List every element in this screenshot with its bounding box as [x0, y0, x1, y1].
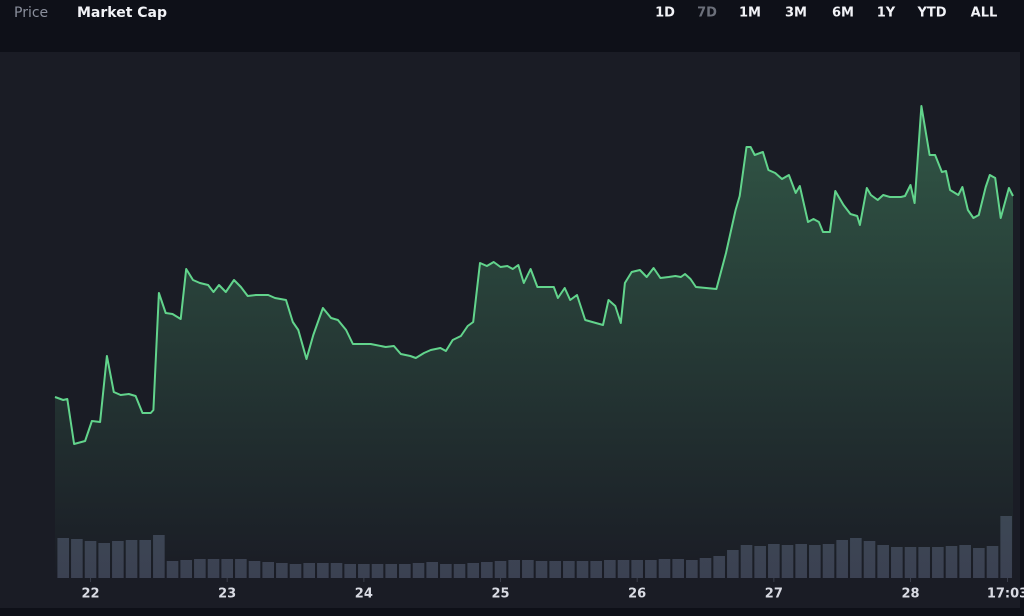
tab[interactable]: Market Cap [77, 5, 167, 21]
plot: 22 23 24 25 26 27 28 17:03 [54, 105, 1024, 602]
price-line [54, 105, 1014, 445]
x-tick-label: 28 [901, 587, 919, 602]
range-button[interactable]: 1Y [877, 6, 896, 21]
range-button[interactable]: 1D [655, 6, 675, 21]
x-tick-label: 25 [491, 587, 509, 602]
range-button[interactable]: ALL [971, 6, 998, 21]
range-button[interactable]: 6M [832, 6, 854, 21]
x-tick-label: 27 [765, 587, 783, 602]
range-selector: 1D 7D 1M 3M 6M 1Y YTD ALL [655, 6, 997, 21]
range-button[interactable]: 3M [785, 6, 807, 21]
x-tick-label: 22 [81, 587, 99, 602]
range-button[interactable]: 1M [739, 6, 761, 21]
tab[interactable]: Price [14, 5, 48, 21]
x-tick-label: 24 [355, 587, 373, 602]
x-tick-label: 23 [218, 587, 236, 602]
x-tick-label: 26 [628, 587, 646, 602]
range-button[interactable]: 7D [697, 6, 717, 21]
x-tick-label: 17:03 [987, 587, 1024, 602]
area [55, 106, 1013, 578]
range-button[interactable]: YTD [916, 6, 946, 21]
